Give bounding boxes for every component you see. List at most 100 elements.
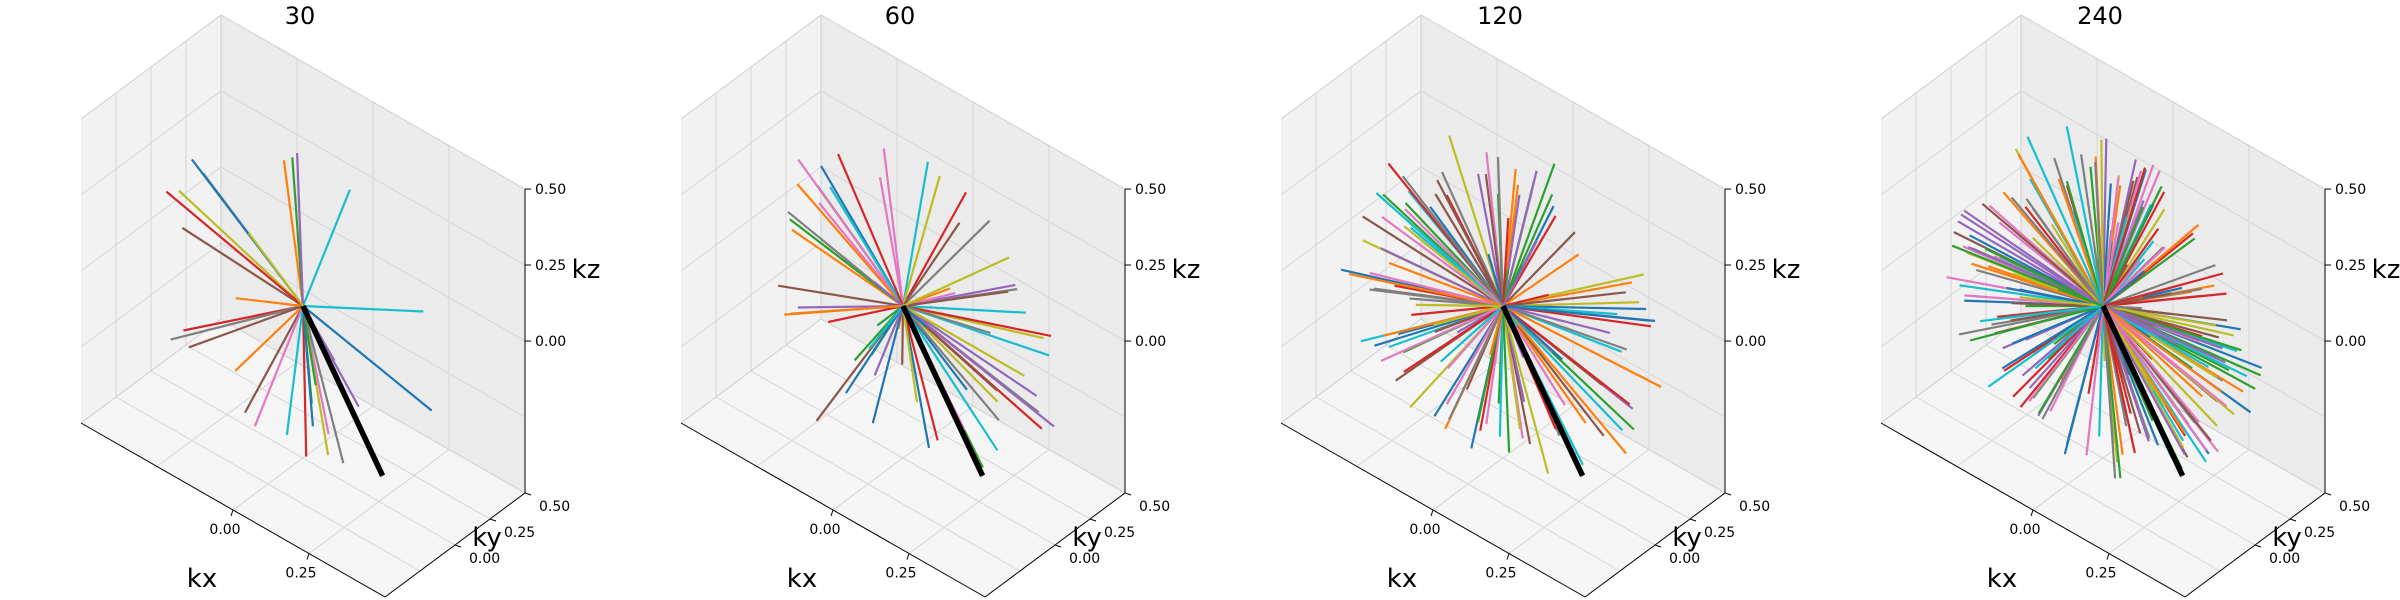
spoke-line	[871, 305, 905, 424]
spoke-line	[2102, 270, 2145, 307]
spoke-line	[2094, 161, 2105, 307]
spoke-line	[2057, 287, 2104, 308]
x-tick-label: 0.25	[2085, 566, 2116, 582]
spoke-line	[1502, 253, 1580, 307]
spoke-line	[1502, 304, 1611, 334]
spoke-line	[2034, 305, 2104, 370]
spoke-line	[285, 305, 305, 436]
spoke-line	[235, 297, 304, 308]
y-axis-label: ky	[472, 523, 502, 553]
y-tick-label: 0.00	[1669, 551, 1700, 567]
pane-edge	[1880, 318, 2022, 424]
spoke-line	[181, 226, 304, 307]
spoke-line	[796, 183, 904, 307]
spoke-line	[902, 222, 961, 307]
x-axis-label: kx	[187, 564, 217, 594]
pane-edge	[1280, 14, 1422, 120]
ticks: 0.000.250.000.250.500.000.250.50	[809, 182, 1170, 582]
spoke-line	[902, 304, 1026, 314]
spoke-line	[188, 304, 304, 349]
z-tick-label: 0.25	[1735, 258, 1766, 274]
spoke-line	[902, 219, 991, 307]
spoke-line	[1439, 305, 1504, 363]
spoke-line	[902, 305, 1038, 397]
spoke-line	[2102, 305, 2208, 452]
spoke-line	[1958, 304, 2104, 336]
y-tick-mark	[2254, 544, 2262, 548]
spoke-line	[1381, 216, 1504, 307]
spoke-line	[2101, 183, 2112, 307]
spoke-line	[2102, 305, 2177, 345]
spoke-line	[1501, 218, 1510, 307]
spoke-line	[784, 304, 904, 316]
spoke-line	[901, 305, 919, 403]
spoke-line	[797, 158, 904, 307]
spoke-line	[2102, 305, 2218, 427]
grid-line	[820, 166, 1126, 342]
y-tick-mark	[1724, 492, 1732, 496]
y-tick-label: 0.50	[539, 499, 570, 515]
spoke-line	[2019, 296, 2104, 308]
spoke-line	[902, 191, 967, 307]
pane-edge	[680, 14, 822, 120]
spoke-line	[2101, 167, 2147, 307]
spoke-line	[1446, 305, 1504, 370]
spoke-line	[1362, 215, 1504, 307]
spoke-line	[2102, 304, 2223, 350]
spoke-line	[791, 228, 904, 307]
spoke-line	[878, 177, 905, 307]
pane-edge	[680, 318, 822, 424]
spoke-line	[1496, 157, 1505, 307]
spoke-line	[2102, 292, 2227, 308]
y-tick-mark	[1089, 518, 1097, 522]
spoke-line	[234, 305, 304, 372]
spoke-line	[1502, 240, 1538, 307]
spoke-line	[1502, 304, 1628, 351]
x-tick-mark	[2106, 553, 2110, 560]
spoke-line	[1445, 305, 1504, 405]
grid-line	[1420, 166, 1726, 342]
x-tick-mark	[230, 509, 234, 517]
spoke-line	[2065, 126, 2105, 307]
pane-edge	[80, 318, 222, 424]
spoke-line	[2041, 305, 2104, 420]
spoke-line	[2028, 305, 2104, 402]
x-tick-label: 0.00	[209, 522, 240, 538]
chart-panel: 240 0.00 0.25 0.00 0.25 0.50 0.00 0.25 0.50 kx ky k…	[1800, 0, 2400, 600]
spoke-line	[1489, 305, 1505, 356]
spoke-line	[902, 305, 999, 403]
x-tick-label: 0.00	[2009, 522, 2040, 538]
spoke-line	[2001, 305, 2104, 370]
spoke-line	[1502, 305, 1631, 406]
y-tick-label: 0.50	[1739, 499, 1770, 515]
spoke-line	[1502, 231, 1576, 307]
spoke-line	[2017, 153, 2104, 307]
spoke-line	[1501, 163, 1556, 307]
spoke-line	[1502, 305, 1563, 361]
spoke-line	[1401, 175, 1504, 307]
spoke-line	[2010, 196, 2104, 307]
spoke-line	[1448, 305, 1504, 420]
grid-line	[80, 90, 222, 196]
highlight-spoke	[2100, 304, 2186, 477]
x-tick-mark	[1506, 553, 1510, 560]
spoke-line	[902, 304, 991, 335]
spoke-line	[902, 305, 999, 451]
grid-line	[2108, 449, 2250, 554]
chart-svg: 2400.000.250.000.250.500.000.250.50kxkyk…	[1880, 2, 2400, 598]
x-axis-label: kx	[1987, 564, 2017, 594]
spoke-line	[1380, 247, 1504, 307]
grid-line	[820, 90, 1126, 266]
spoke-line	[777, 284, 904, 308]
spoke-line	[1502, 304, 1647, 311]
pane-edge	[1880, 14, 2022, 120]
z-axis-label: kz	[572, 255, 601, 285]
spoke-line	[873, 280, 904, 307]
x-tick-mark	[1430, 509, 1434, 517]
x-tick-label: 0.25	[1485, 566, 1516, 582]
spoke-line	[302, 305, 433, 412]
x-tick-mark	[906, 553, 910, 560]
x-tick-mark	[830, 509, 834, 517]
spoke-line	[1369, 271, 1504, 308]
